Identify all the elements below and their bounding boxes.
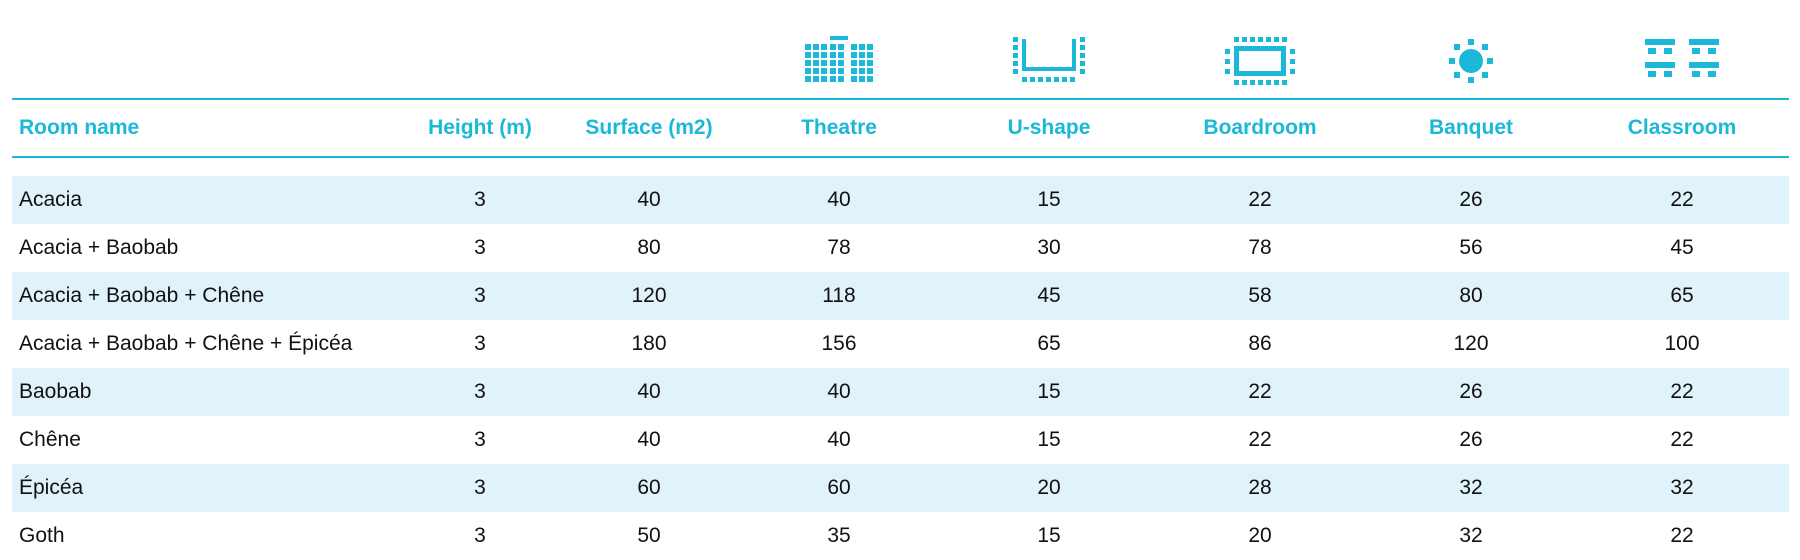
banquet-cell: 32	[1459, 524, 1483, 547]
col-header-boardroom: Boardroom	[1203, 116, 1317, 139]
boardroom-cell: 78	[1248, 236, 1272, 259]
banquet-cell: 26	[1459, 188, 1483, 211]
room-name-cell: Chêne	[19, 428, 81, 451]
col-header-u-shape: U-shape	[1007, 116, 1091, 139]
height-cell: 3	[474, 476, 486, 499]
surface-cell: 40	[637, 188, 661, 211]
surface-cell: 120	[631, 284, 667, 307]
theatre-cell: 78	[827, 236, 851, 259]
col-header-banquet: Banquet	[1429, 116, 1513, 139]
table-row: Baobab 3 40 40 15 22 26 22	[12, 368, 1789, 416]
room-name-cell: Acacia + Baobab	[19, 236, 179, 259]
height-cell: 3	[474, 428, 486, 451]
table-row: Acacia + Baobab + Chêne 3 120 118 45 58 …	[12, 272, 1789, 320]
theatre-cell: 60	[827, 476, 851, 499]
table-row: Goth 3 50 35 15 20 32 22	[12, 512, 1789, 560]
u-shape-cell: 15	[1037, 188, 1061, 211]
boardroom-cell: 20	[1248, 524, 1272, 547]
theatre-cell: 156	[821, 332, 857, 355]
table-row: Acacia + Baobab + Chêne + Épicéa 3 180 1…	[12, 320, 1789, 368]
banquet-cell: 26	[1459, 428, 1483, 451]
theatre-cell: 40	[827, 428, 851, 451]
classroom-cell: 65	[1670, 284, 1694, 307]
theatre-cell: 40	[827, 380, 851, 403]
header-top-rule	[12, 98, 1789, 100]
height-cell: 3	[474, 332, 486, 355]
col-header-height: Height (m)	[428, 116, 532, 139]
table-row: Acacia 3 40 40 15 22 26 22	[12, 176, 1789, 224]
classroom-cell: 22	[1670, 524, 1694, 547]
banquet-icon	[1431, 34, 1511, 88]
room-name-cell: Acacia + Baobab + Chêne	[19, 284, 265, 307]
theatre-cell: 35	[827, 524, 851, 547]
height-cell: 3	[474, 380, 486, 403]
table-row: Acacia + Baobab 3 80 78 30 78 56 45	[12, 224, 1789, 272]
u-shape-cell: 65	[1037, 332, 1061, 355]
room-name-cell: Acacia	[19, 188, 83, 211]
classroom-cell: 22	[1670, 428, 1694, 451]
col-header-room-name: Room name	[19, 116, 140, 139]
classroom-cell: 100	[1664, 332, 1700, 355]
classroom-cell: 22	[1670, 380, 1694, 403]
theatre-cell: 118	[822, 284, 856, 307]
u-shape-icon	[1009, 34, 1089, 88]
u-shape-cell: 30	[1037, 236, 1061, 259]
col-header-theatre: Theatre	[801, 116, 877, 139]
banquet-cell: 80	[1459, 284, 1483, 307]
surface-cell: 80	[637, 236, 661, 259]
header-bottom-rule	[12, 156, 1789, 158]
room-name-cell: Épicéa	[19, 476, 84, 499]
col-header-surface: Surface (m2)	[585, 116, 713, 139]
layout-icons-row	[12, 0, 1789, 98]
classroom-cell: 45	[1670, 236, 1694, 259]
theatre-cell: 40	[827, 188, 851, 211]
u-shape-cell: 15	[1037, 428, 1061, 451]
u-shape-cell: 45	[1037, 284, 1061, 307]
classroom-cell: 32	[1670, 476, 1694, 499]
rooms-capacity-table: Room name Height (m) Surface (m2) Theatr…	[12, 0, 1789, 560]
height-cell: 3	[474, 236, 486, 259]
room-name-cell: Baobab	[19, 380, 92, 403]
banquet-cell: 32	[1459, 476, 1483, 499]
classroom-cell: 22	[1670, 188, 1694, 211]
boardroom-cell: 22	[1248, 428, 1272, 451]
boardroom-cell: 22	[1248, 188, 1272, 211]
u-shape-cell: 15	[1037, 524, 1061, 547]
u-shape-cell: 20	[1037, 476, 1061, 499]
height-cell: 3	[474, 524, 486, 547]
banquet-cell: 26	[1459, 380, 1483, 403]
banquet-cell: 120	[1453, 332, 1489, 355]
boardroom-cell: 22	[1248, 380, 1272, 403]
surface-cell: 60	[637, 476, 661, 499]
surface-cell: 40	[637, 380, 661, 403]
theatre-icon	[799, 34, 879, 88]
room-name-cell: Goth	[19, 524, 65, 547]
classroom-icon	[1642, 34, 1722, 88]
table-header: Room name Height (m) Surface (m2) Theatr…	[12, 100, 1789, 156]
height-cell: 3	[474, 284, 486, 307]
height-cell: 3	[474, 188, 486, 211]
surface-cell: 50	[637, 524, 661, 547]
table-row: Épicéa 3 60 60 20 28 32 32	[12, 464, 1789, 512]
boardroom-cell: 28	[1248, 476, 1272, 499]
boardroom-cell: 58	[1248, 284, 1272, 307]
table-row: Chêne 3 40 40 15 22 26 22	[12, 416, 1789, 464]
boardroom-cell: 86	[1248, 332, 1272, 355]
u-shape-cell: 15	[1037, 380, 1061, 403]
boardroom-icon	[1220, 34, 1300, 88]
col-header-classroom: Classroom	[1627, 116, 1737, 139]
surface-cell: 40	[637, 428, 661, 451]
room-name-cell: Acacia + Baobab + Chêne + Épicéa	[19, 332, 353, 355]
banquet-cell: 56	[1459, 236, 1483, 259]
surface-cell: 180	[631, 332, 667, 355]
